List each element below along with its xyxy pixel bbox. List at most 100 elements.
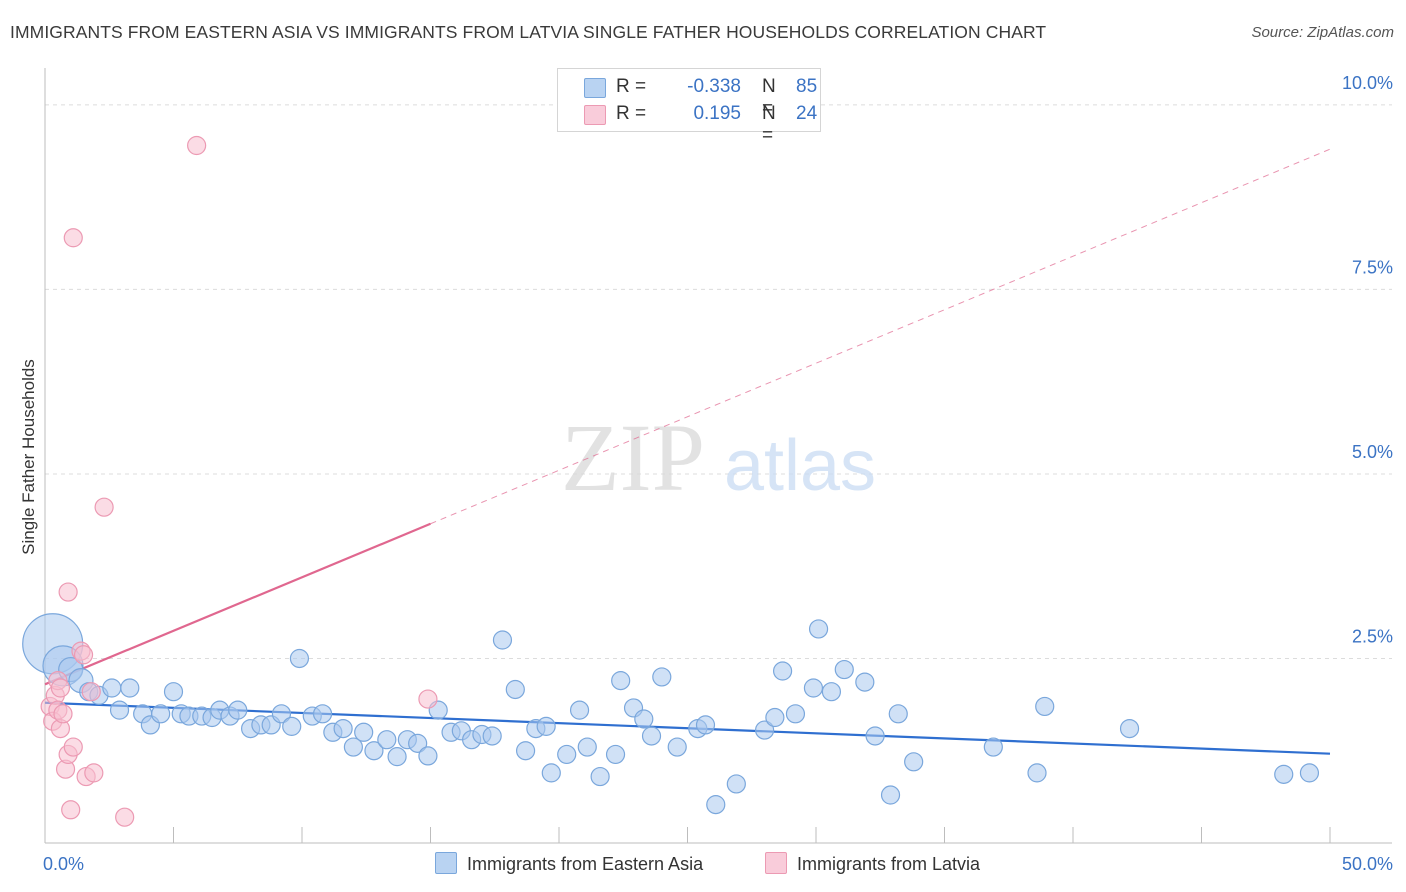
data-point-eastern-asia (418, 746, 438, 766)
data-point-eastern-asia (1299, 763, 1320, 783)
legend-r-value: -0.338 (687, 76, 741, 97)
data-point-eastern-asia (482, 726, 502, 746)
data-point-latvia (418, 689, 438, 709)
data-point-eastern-asia (803, 678, 824, 698)
trend-line-dashed (430, 148, 1331, 525)
data-point-eastern-asia (312, 704, 333, 724)
data-point-eastern-asia (515, 741, 536, 761)
data-point-latvia (73, 645, 94, 665)
data-point-latvia (115, 807, 135, 827)
legend-swatch-blue (584, 78, 606, 98)
correlation-legend: R = -0.338 N = 85 R = 0.195 N = 24 (557, 68, 821, 146)
data-point-eastern-asia (343, 737, 363, 757)
data-point-latvia (94, 497, 114, 517)
trend-line-solid (44, 522, 431, 686)
data-point-eastern-asia (772, 661, 793, 681)
data-point-latvia (53, 704, 73, 724)
data-point-eastern-asia (541, 763, 561, 783)
data-point-eastern-asia (834, 659, 854, 680)
data-point-eastern-asia (590, 766, 610, 787)
trend-lines (44, 148, 1331, 755)
data-point-eastern-asia (408, 733, 428, 753)
legend-swatch-pink (584, 105, 606, 125)
tick-labels: 2.5% 5.0% 7.5% 10.0% 0.0% 50.0% (43, 73, 1393, 874)
data-point-eastern-asia (364, 741, 384, 761)
data-point-eastern-asia (536, 716, 556, 736)
x-tick-label: 0.0% (43, 854, 84, 874)
data-point-eastern-asia (271, 704, 292, 724)
y-tick-label: 5.0% (1352, 442, 1393, 462)
data-point-eastern-asia (163, 682, 184, 702)
data-point-eastern-asia (865, 726, 885, 746)
source-label: Source: ZipAtlas.com (1251, 24, 1394, 41)
y-tick-label: 2.5% (1352, 626, 1393, 646)
data-point-eastern-asia (754, 720, 775, 740)
data-point-eastern-asia (765, 707, 785, 728)
chart-title: IMMIGRANTS FROM EASTERN ASIA VS IMMIGRAN… (10, 22, 1047, 42)
data-point-eastern-asia (569, 700, 590, 720)
data-point-eastern-asia (1119, 718, 1140, 739)
data-point-latvia (58, 582, 78, 602)
data-point-eastern-asia (1274, 764, 1294, 784)
data-point-eastern-asia (228, 700, 248, 720)
data-point-eastern-asia (282, 716, 302, 736)
grid-lines (45, 104, 1392, 659)
data-points (22, 135, 1320, 827)
data-point-eastern-asia (667, 737, 687, 757)
data-point-eastern-asia (983, 737, 1003, 757)
data-point-eastern-asia (377, 730, 397, 750)
data-point-eastern-asia (120, 678, 140, 698)
legend-r-label: R = (616, 103, 647, 124)
data-point-eastern-asia (289, 648, 310, 669)
data-point-eastern-asia (577, 737, 597, 757)
data-point-eastern-asia (354, 722, 374, 742)
y-tick-label: 7.5% (1352, 257, 1393, 277)
watermark-zip: ZIP (561, 404, 705, 511)
data-point-eastern-asia (808, 619, 829, 639)
data-point-latvia (84, 763, 104, 783)
legend-n-label: N = (762, 103, 776, 146)
data-point-eastern-asia (855, 672, 875, 692)
x-tick-label: 50.0% (1342, 854, 1393, 874)
trend-line-solid (44, 701, 1331, 755)
legend-r-label: R = (616, 76, 647, 97)
data-point-eastern-asia (641, 726, 662, 746)
data-point-eastern-asia (821, 682, 842, 702)
bottom-legend-label: Immigrants from Eastern Asia (467, 854, 704, 874)
data-point-latvia (81, 682, 101, 702)
data-point-eastern-asia (880, 785, 901, 805)
bottom-legend-swatch-pink (765, 852, 787, 874)
data-point-eastern-asia (652, 667, 672, 687)
data-point-eastern-asia (387, 747, 407, 767)
y-tick-label: 10.0% (1342, 73, 1393, 93)
data-point-latvia (50, 678, 71, 698)
bottom-legend-label: Immigrants from Latvia (797, 854, 981, 874)
watermark: ZIP atlas (561, 404, 876, 511)
data-point-eastern-asia (785, 704, 806, 724)
data-point-eastern-asia (904, 752, 924, 772)
legend-n-value: 85 (796, 76, 818, 97)
data-point-eastern-asia (726, 774, 746, 794)
data-point-latvia (61, 800, 81, 820)
data-point-eastern-asia (151, 704, 171, 724)
data-point-eastern-asia (109, 700, 130, 720)
watermark-atlas: atlas (724, 426, 876, 506)
data-point-eastern-asia (611, 671, 631, 691)
data-point-eastern-asia (557, 744, 577, 765)
data-point-eastern-asia (102, 678, 122, 698)
legend-n-value: 24 (796, 103, 818, 124)
data-point-eastern-asia (605, 744, 626, 765)
data-point-eastern-asia (333, 718, 353, 739)
bottom-legend-eastern-asia: Immigrants from Eastern Asia (435, 852, 703, 875)
legend-n-label: N = (762, 76, 776, 119)
bottom-legend-swatch-blue (435, 852, 457, 874)
data-point-eastern-asia (634, 709, 654, 729)
bottom-legend-latvia: Immigrants from Latvia (765, 852, 980, 875)
data-point-latvia (63, 228, 83, 248)
data-point-eastern-asia (695, 715, 716, 735)
data-point-eastern-asia (505, 679, 525, 700)
data-point-eastern-asia (1035, 696, 1055, 717)
data-point-eastern-asia (492, 630, 513, 650)
data-point-latvia (187, 135, 207, 156)
